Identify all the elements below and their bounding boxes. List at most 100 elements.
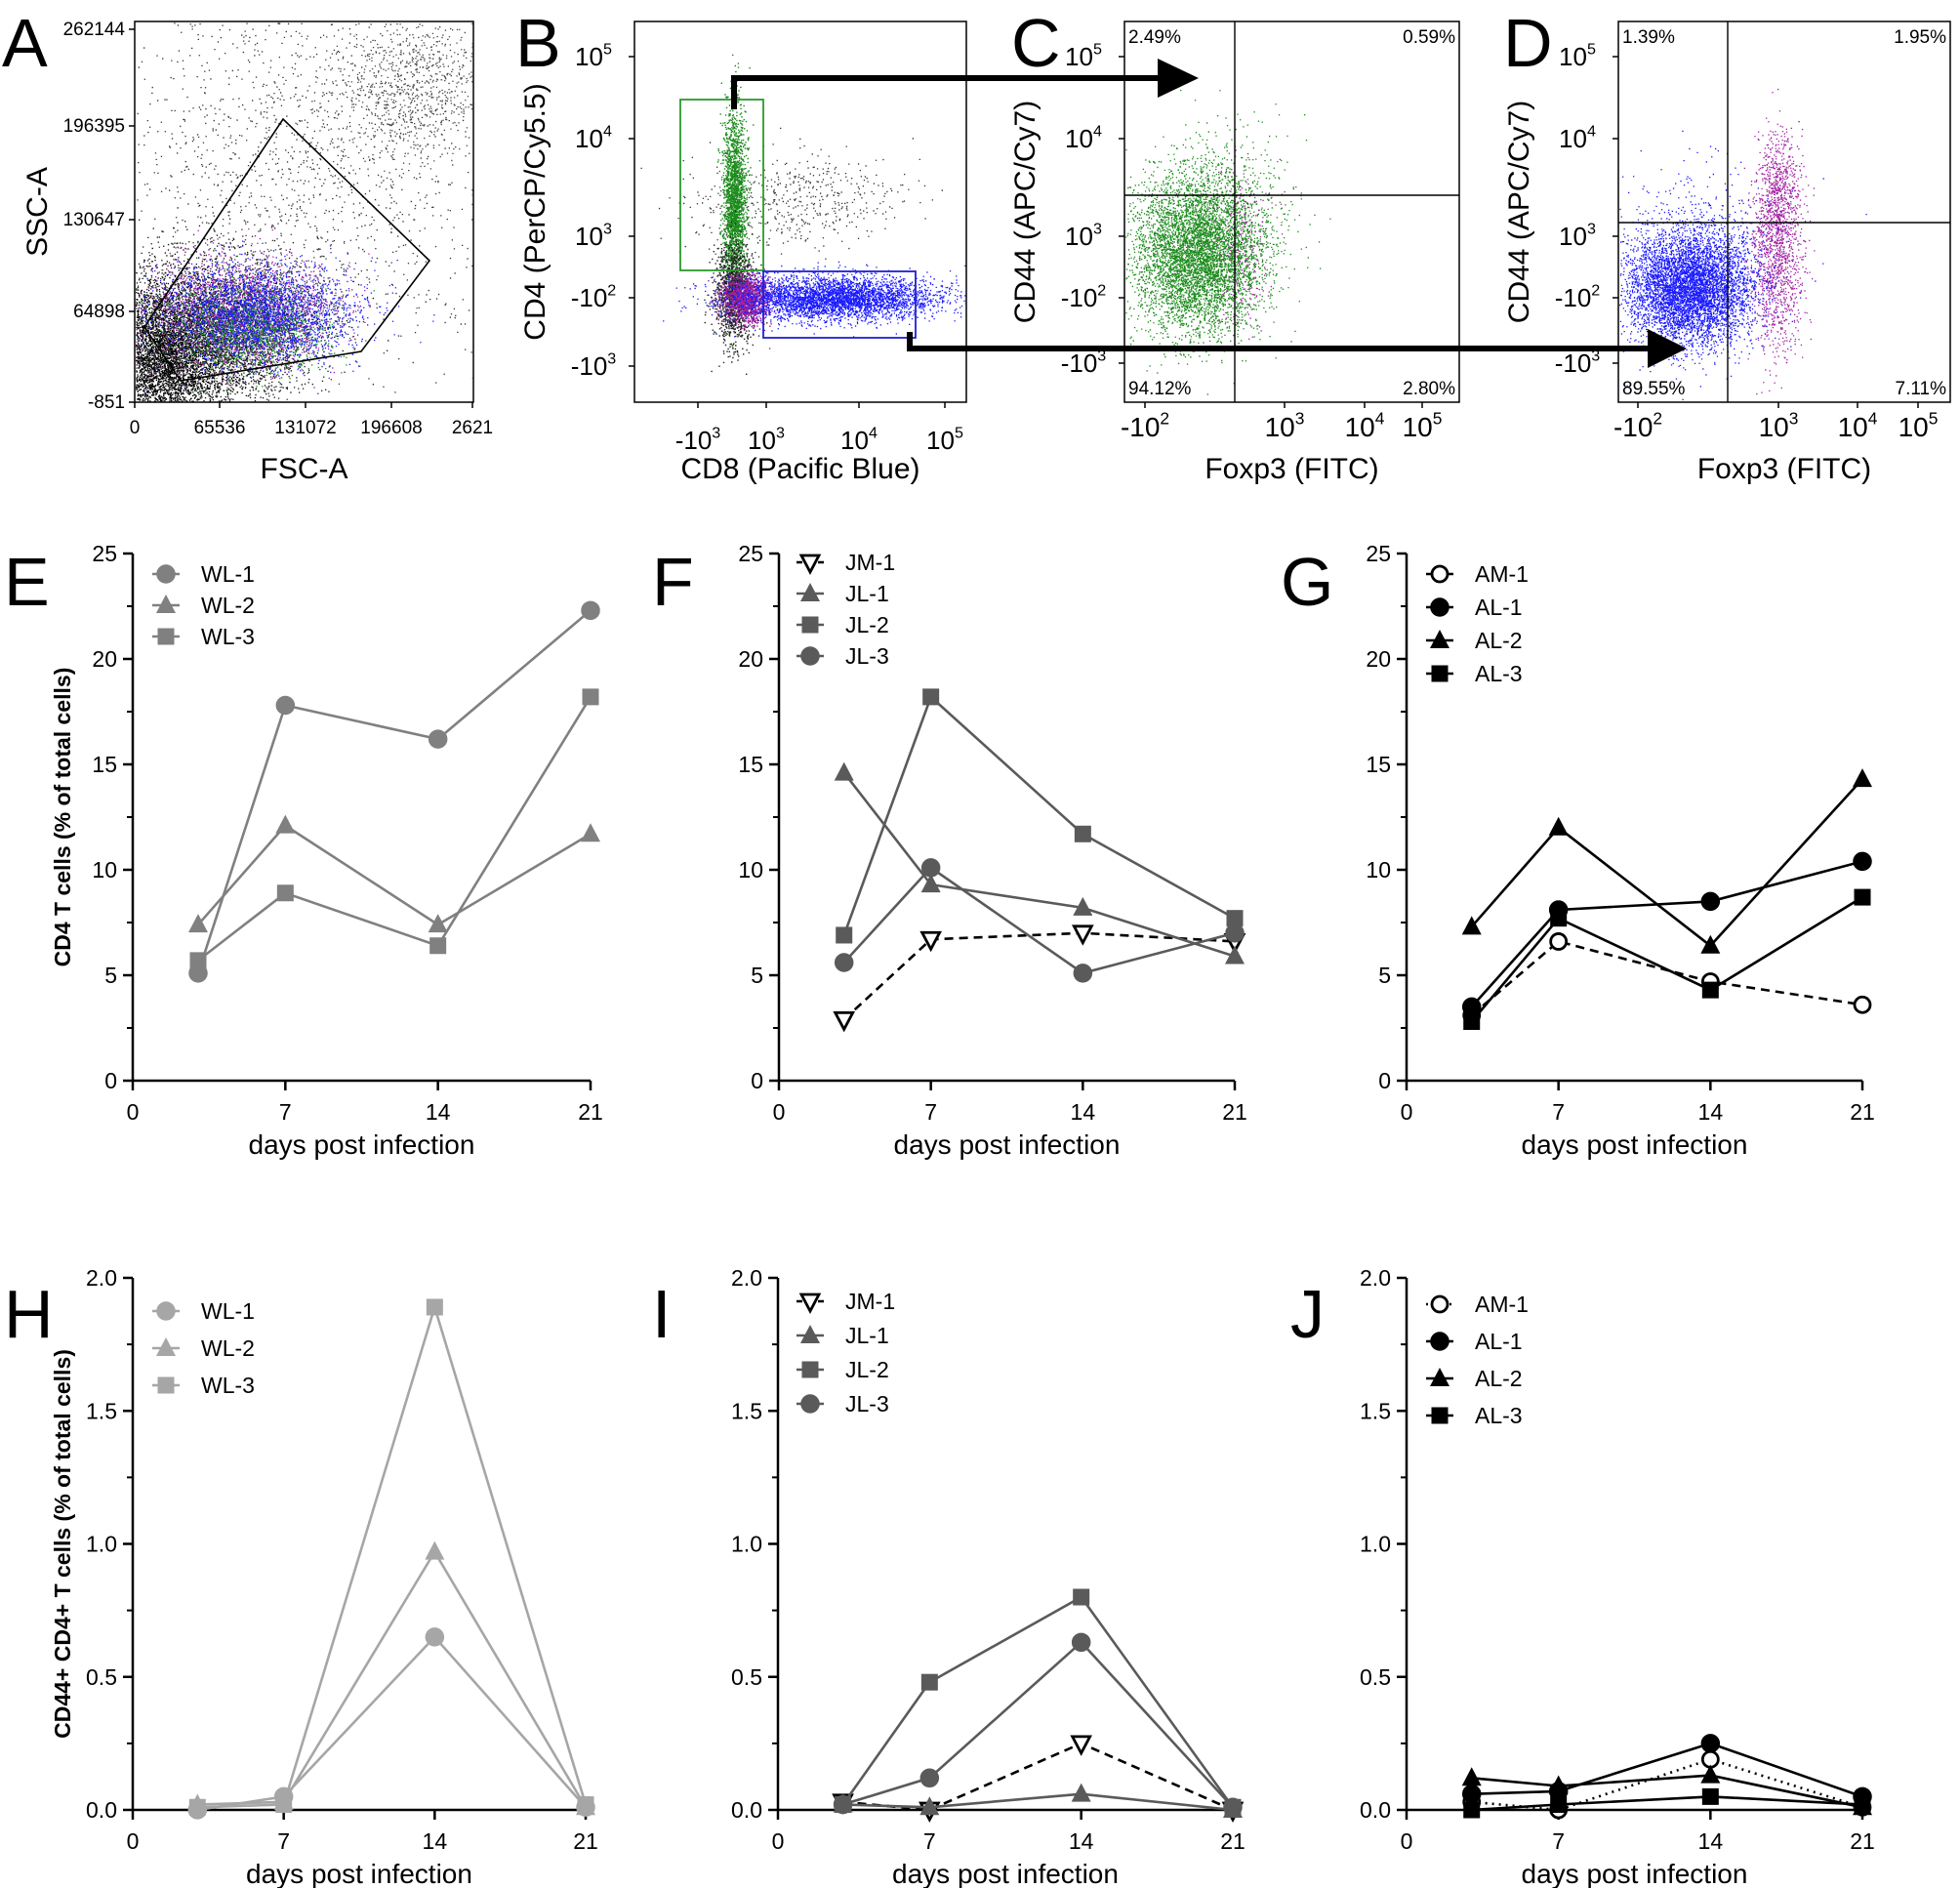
x-axis-label: FSC-A: [261, 453, 348, 485]
data-point: [1225, 945, 1245, 965]
series-line: [197, 696, 592, 962]
series-JL-3: [833, 1632, 1243, 1818]
y-tick-label-base: 10: [1065, 222, 1093, 251]
series-WL-2: [188, 814, 600, 933]
quadrant-ll-label: 89.55%: [1622, 379, 1686, 399]
y-tick-label: 262144: [63, 20, 126, 40]
y-tick-label: 0: [1378, 1068, 1391, 1093]
y-tick-label: 0: [751, 1068, 763, 1093]
legend-entry: JM-1: [796, 550, 895, 575]
legend-marker: [1430, 564, 1450, 584]
series-line: [842, 1742, 1234, 1812]
y-tick-label-base: -10: [1555, 349, 1592, 378]
x-tick-label-base: 10: [1838, 412, 1868, 442]
x-tick-label: 7: [924, 1099, 937, 1125]
data-point: [189, 952, 207, 969]
y-tick-label-base: -10: [1061, 283, 1098, 312]
legend-label: AM-1: [1475, 1292, 1529, 1317]
data-point: [1854, 888, 1871, 906]
legend-label: JL-2: [845, 612, 889, 637]
series-JL-2: [836, 688, 1244, 944]
y-tick-label-base: -10: [571, 283, 608, 312]
legend-marker: [1430, 1294, 1450, 1314]
x-tick-label: 104: [840, 424, 878, 455]
series-line: [842, 694, 1236, 936]
y-axis-label: CD44 (APC/Cy7): [1009, 101, 1041, 323]
y-tick-label-exp: 4: [1093, 122, 1102, 140]
data-point: [1074, 825, 1091, 842]
y-axis-label: CD4 (PerCP/Cy5.5): [519, 83, 551, 340]
y-tick-label: 103: [1559, 220, 1596, 251]
legend-label: JL-2: [845, 1357, 889, 1382]
series-AL-2: [1461, 768, 1872, 954]
y-tick-label-exp: 3: [1097, 347, 1106, 364]
legend-marker: [798, 554, 822, 575]
data-point: [425, 1627, 445, 1647]
y-tick-label: 0.0: [1360, 1797, 1391, 1823]
data-point: [1073, 896, 1093, 916]
y-tick-label: 0.0: [86, 1797, 117, 1823]
legend-label: AL-1: [1475, 1329, 1523, 1354]
legend-label: JL-1: [845, 581, 889, 606]
data-point: [1073, 964, 1093, 983]
y-tick-label-base: 10: [575, 124, 603, 153]
y-tick-label: 130647: [63, 210, 125, 230]
legend-label: WL-3: [201, 624, 255, 649]
data-point: [1548, 1775, 1569, 1794]
x-tick-label: 14: [1698, 1828, 1724, 1854]
legend-entry: JL-2: [796, 1357, 889, 1382]
y-tick-label: 0.5: [1360, 1664, 1391, 1690]
data-point: [429, 937, 447, 955]
y-tick-label-exp: 5: [1093, 40, 1102, 58]
y-tick-label: 104: [1065, 122, 1102, 153]
data-point: [1700, 1734, 1721, 1753]
y-tick-label-exp: 5: [1587, 40, 1596, 58]
data-point: [275, 814, 296, 834]
data-point: [188, 1798, 206, 1816]
y-tick-label-base: 10: [575, 42, 603, 71]
legend-entry: WL-1: [152, 561, 255, 587]
x-tick-label-exp: 4: [869, 424, 878, 441]
legend-label: WL-3: [201, 1373, 255, 1398]
event-cloud: [1125, 121, 1331, 395]
series-AL-3: [1463, 888, 1871, 1031]
x-tick-label: 104: [1838, 408, 1878, 442]
x-axis-label: days post infection: [249, 1129, 475, 1160]
flow-panel-A: A FSC-A SSC-A: [2, 5, 474, 485]
event-cloud: [140, 254, 418, 394]
y-tick-label: 103: [1065, 220, 1102, 251]
data-point: [1550, 910, 1568, 927]
x-tick-label-exp: 2: [1160, 408, 1169, 428]
series-JL-3: [834, 858, 1245, 983]
y-tick-label-exp: 3: [1093, 220, 1102, 237]
data-point: [1550, 1796, 1568, 1814]
data-point: [581, 600, 600, 621]
chart-H: H 0.0 0.5 1.0 1.5 2.0 0 7 14 21 days post infectio…: [4, 1265, 598, 1888]
series-line: [842, 866, 1236, 975]
legend-marker: [1431, 665, 1449, 682]
legend-entry: AL-1: [1426, 595, 1523, 620]
x-axis-label: days post infection: [892, 1859, 1119, 1888]
series-line: [1470, 860, 1863, 1008]
y-tick-label: 10: [738, 857, 763, 882]
y-tick-label: -102: [571, 281, 617, 312]
x-tick-label: 14: [426, 1099, 451, 1125]
data-point: [577, 1796, 594, 1814]
data-point: [1853, 768, 1872, 788]
y-tick-label: 0.0: [731, 1797, 762, 1823]
legend-entry: WL-3: [152, 624, 255, 649]
data-point: [922, 688, 940, 706]
x-tick-label: 0: [1401, 1828, 1413, 1854]
data-point: [920, 858, 941, 878]
x-tick-label: 105: [1899, 408, 1939, 442]
y-tick-label: 15: [1366, 752, 1391, 777]
data-point: [275, 695, 296, 716]
x-tick-label: 7: [277, 1828, 290, 1854]
legend-entry: AL-3: [1426, 661, 1523, 686]
y-tick-label-base: -10: [1555, 283, 1592, 312]
legend-marker: [801, 616, 819, 634]
x-tick-label: 2621: [452, 418, 493, 438]
data-point: [1853, 995, 1872, 1014]
legend-marker: [1430, 597, 1450, 617]
data-point: [920, 1673, 938, 1691]
